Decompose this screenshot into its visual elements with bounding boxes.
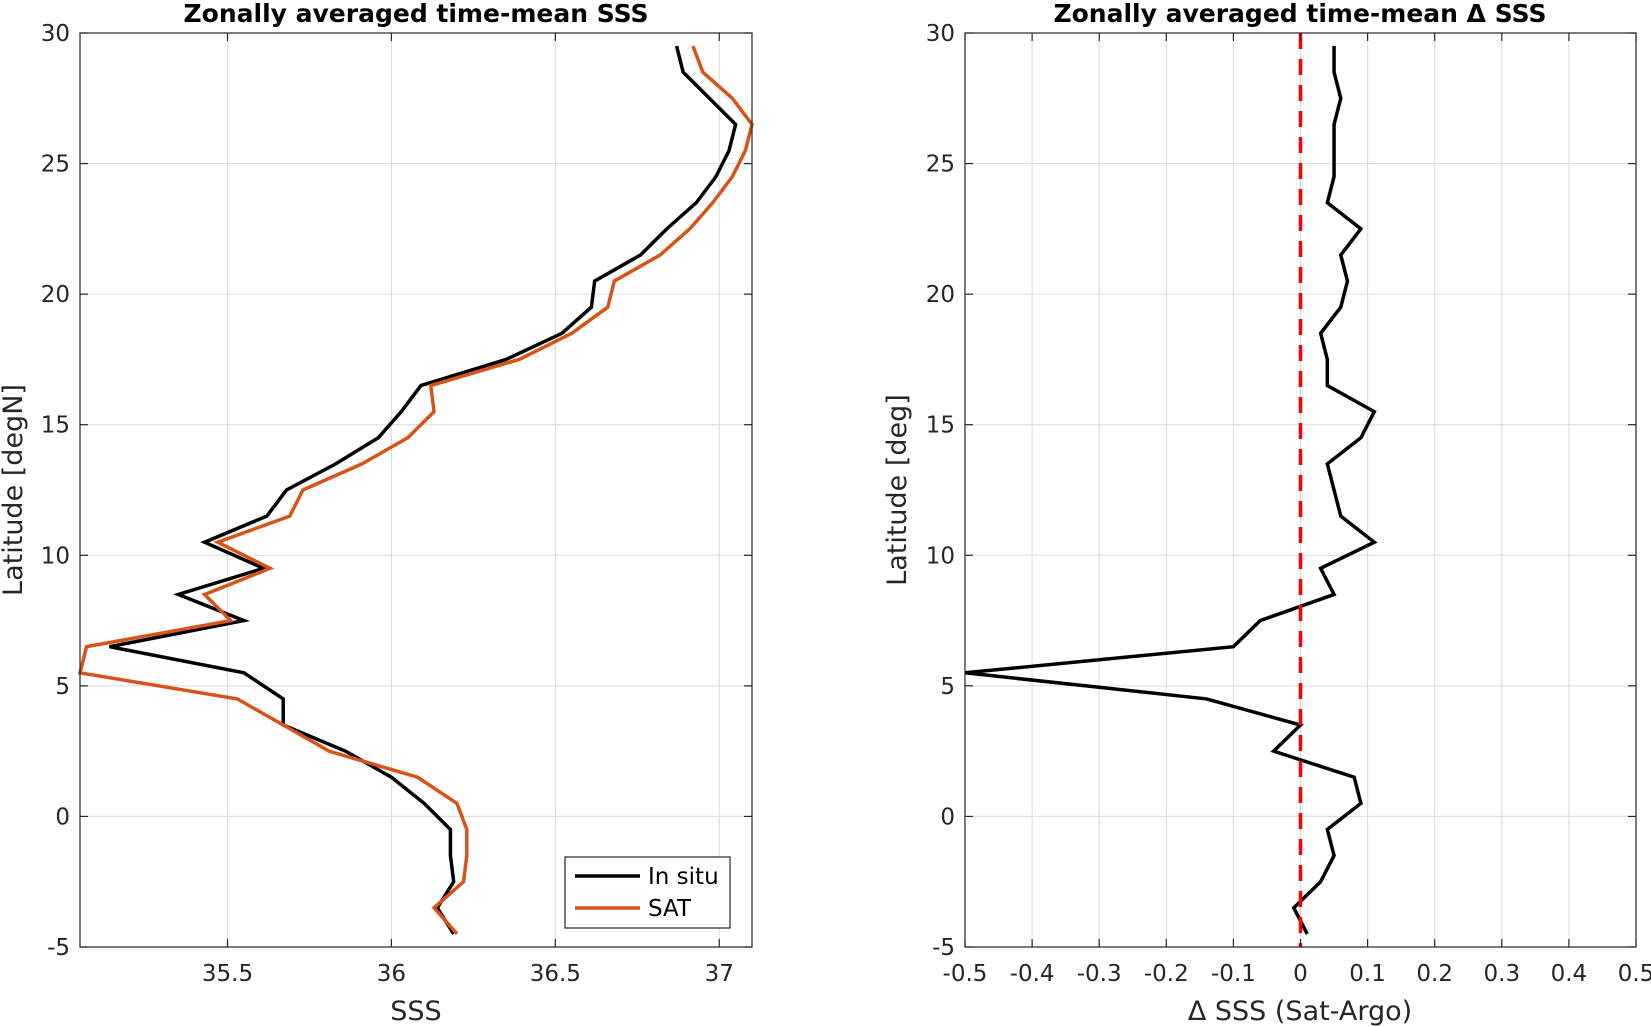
x-tick-label: 37 [705,961,734,987]
series-line-sat [77,45,754,936]
left-tick-marks [80,32,752,948]
left-y-tick-labels: -5 0 5 10 15 20 25 30 [41,21,70,961]
right-x-tick-labels: -0.5 -0.4 -0.3 -0.2 -0.1 0 0.1 0.2 0.3 0.4 0.5 [943,961,1651,987]
x-tick-label: 0.5 [1618,961,1651,987]
x-tick-label: 36 [377,961,406,987]
right-y-tick-labels: -5 0 5 10 15 20 25 30 [926,21,955,961]
y-tick-label: 25 [926,152,955,178]
y-tick-label: 0 [940,804,955,830]
y-tick-label: 20 [926,282,955,308]
y-tick-label: 10 [41,543,70,569]
x-tick-label: -0.5 [943,961,988,987]
y-tick-label: 30 [926,21,955,47]
y-tick-label: 5 [940,674,955,700]
right-tick-marks [964,32,1637,948]
y-tick-label: 0 [55,804,70,830]
x-tick-label: 0.2 [1416,961,1453,987]
right-series-group [964,33,1378,947]
y-tick-label: 15 [41,413,70,439]
legend-box [564,856,731,929]
series-line-delta-sss [964,46,1378,935]
left-axes-box [79,32,753,948]
x-tick-label: -0.2 [1144,961,1189,987]
left-y-axis-label: Latitude [degN] [0,384,29,596]
x-tick-label: 35.5 [202,961,253,987]
left-chart: 35.5 36 36.5 37 -5 0 5 10 15 20 25 30 Zonally aver… [0,0,754,1027]
x-tick-label: 0.4 [1551,961,1588,987]
x-tick-label: 0.1 [1349,961,1386,987]
series-line-in-situ [109,45,738,935]
x-tick-label: -0.3 [1077,961,1122,987]
y-tick-label: 25 [41,152,70,178]
right-chart: -0.5 -0.4 -0.3 -0.2 -0.1 0 0.1 0.2 0.3 0.4 0.5 -5 0… [882,0,1651,1027]
left-plot-area [80,33,752,947]
left-series-group [77,45,754,936]
y-tick-label: -5 [47,935,70,961]
y-tick-label: 30 [41,21,70,47]
x-tick-label: 0 [1293,961,1308,987]
y-tick-label: 5 [55,674,70,700]
y-tick-label: 10 [926,543,955,569]
legend-label-in-situ: In situ [648,864,719,890]
legend-label-sat: SAT [648,896,692,922]
right-y-axis-label: Latitude [deg] [882,394,913,586]
y-tick-label: -5 [932,935,955,961]
x-tick-label: 36.5 [530,961,581,987]
right-chart-title: Zonally averaged time-mean Δ SSS [1054,0,1547,28]
left-chart-title: Zonally averaged time-mean SSS [184,0,649,28]
x-tick-label: 0.3 [1484,961,1521,987]
x-tick-label: -0.1 [1211,961,1256,987]
y-tick-label: 20 [41,282,70,308]
right-x-axis-label: Δ SSS (Sat-Argo) [1188,996,1412,1027]
left-x-tick-labels: 35.5 36 36.5 37 [202,961,734,987]
left-x-axis-label: SSS [390,996,441,1027]
y-tick-label: 15 [926,413,955,439]
legend: In situ SAT [564,856,731,929]
x-tick-label: -0.4 [1010,961,1055,987]
